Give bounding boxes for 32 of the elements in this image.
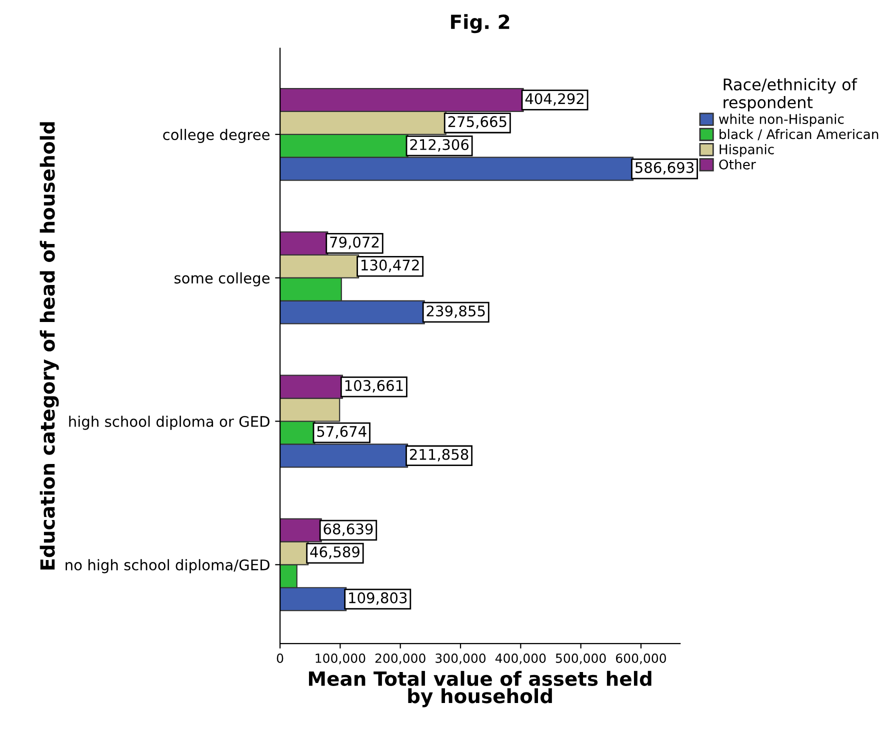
x-tick-label: 600,000 xyxy=(616,654,666,664)
data-label: 57,674 xyxy=(317,426,366,438)
x-axis-title: Mean Total value of assets held by household xyxy=(308,670,652,708)
chart-title: Fig. 2 xyxy=(451,14,510,34)
x-tick-label: 300,000 xyxy=(436,654,486,664)
data-label: 68,639 xyxy=(324,523,373,536)
y-axis-title: Education category of head of household xyxy=(40,122,59,570)
data-label: 586,693 xyxy=(635,162,694,175)
data-label: 239,855 xyxy=(426,305,485,318)
legend-label: Hispanic xyxy=(720,144,774,157)
y-tick-label: high school diploma or GED xyxy=(69,416,270,430)
y-tick-label: no high school diploma/GED xyxy=(66,559,270,574)
data-label: 46,589 xyxy=(310,546,360,559)
data-label: 212,306 xyxy=(410,139,469,152)
data-label: 404,292 xyxy=(525,93,584,106)
legend-label: black / African American xyxy=(720,128,878,140)
y-tick-label: some college xyxy=(174,272,270,286)
legend-label: Other xyxy=(719,159,756,170)
data-label: 79,072 xyxy=(330,236,379,250)
x-tick-label: 400,000 xyxy=(495,654,546,664)
x-tick-label: 100,000 xyxy=(316,654,366,664)
x-tick-label: 500,000 xyxy=(556,654,606,664)
data-label: 211,858 xyxy=(410,448,468,462)
data-label: 275,665 xyxy=(448,116,506,129)
data-label: 103,661 xyxy=(345,380,403,393)
legend-label: white non-Hispanic xyxy=(718,114,844,127)
data-label: 130,472 xyxy=(362,260,419,272)
x-tick-label: 0 xyxy=(276,654,284,663)
x-tick-label: 200,000 xyxy=(375,654,426,664)
y-tick-label: college degree xyxy=(163,128,270,143)
data-label: 109,803 xyxy=(349,592,407,605)
legend-title: Race/ethnicity of respondent xyxy=(724,78,858,112)
